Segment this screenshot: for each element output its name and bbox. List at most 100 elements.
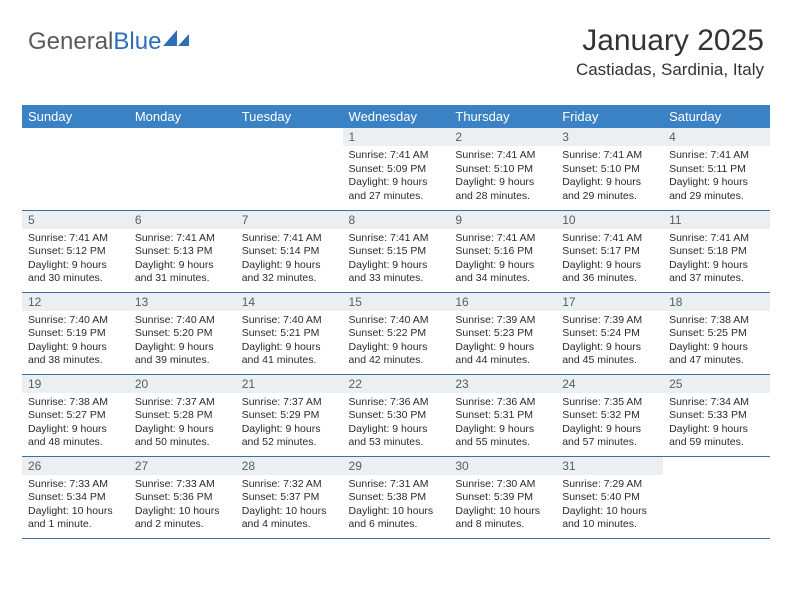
- calendar-day: 19Sunrise: 7:38 AMSunset: 5:27 PMDayligh…: [22, 374, 129, 456]
- day-details: Sunrise: 7:41 AMSunset: 5:10 PMDaylight:…: [449, 146, 556, 208]
- calendar-day: 26Sunrise: 7:33 AMSunset: 5:34 PMDayligh…: [22, 456, 129, 538]
- day-details: Sunrise: 7:33 AMSunset: 5:34 PMDaylight:…: [22, 475, 129, 537]
- calendar-day: 14Sunrise: 7:40 AMSunset: 5:21 PMDayligh…: [236, 292, 343, 374]
- weekday-header: Monday: [129, 105, 236, 128]
- calendar-day: 1Sunrise: 7:41 AMSunset: 5:09 PMDaylight…: [343, 128, 450, 210]
- weekday-header: Saturday: [663, 105, 770, 128]
- day-number: 31: [556, 457, 663, 475]
- day-number: 17: [556, 293, 663, 311]
- day-details: Sunrise: 7:38 AMSunset: 5:27 PMDaylight:…: [22, 393, 129, 455]
- calendar-row: 26Sunrise: 7:33 AMSunset: 5:34 PMDayligh…: [22, 456, 770, 538]
- day-number: 29: [343, 457, 450, 475]
- day-details: Sunrise: 7:39 AMSunset: 5:23 PMDaylight:…: [449, 311, 556, 373]
- calendar-day: 18Sunrise: 7:38 AMSunset: 5:25 PMDayligh…: [663, 292, 770, 374]
- calendar-body: ......1Sunrise: 7:41 AMSunset: 5:09 PMDa…: [22, 128, 770, 538]
- day-number: 19: [22, 375, 129, 393]
- calendar-day: 23Sunrise: 7:36 AMSunset: 5:31 PMDayligh…: [449, 374, 556, 456]
- day-number: 22: [343, 375, 450, 393]
- day-details: Sunrise: 7:34 AMSunset: 5:33 PMDaylight:…: [663, 393, 770, 455]
- day-number: 23: [449, 375, 556, 393]
- calendar-day: 5Sunrise: 7:41 AMSunset: 5:12 PMDaylight…: [22, 210, 129, 292]
- calendar-day: 21Sunrise: 7:37 AMSunset: 5:29 PMDayligh…: [236, 374, 343, 456]
- calendar-day: 10Sunrise: 7:41 AMSunset: 5:17 PMDayligh…: [556, 210, 663, 292]
- day-number: 28: [236, 457, 343, 475]
- day-details: Sunrise: 7:40 AMSunset: 5:21 PMDaylight:…: [236, 311, 343, 373]
- day-number: 20: [129, 375, 236, 393]
- calendar-day: 8Sunrise: 7:41 AMSunset: 5:15 PMDaylight…: [343, 210, 450, 292]
- day-number: 6: [129, 211, 236, 229]
- day-number: 10: [556, 211, 663, 229]
- calendar-day: 7Sunrise: 7:41 AMSunset: 5:14 PMDaylight…: [236, 210, 343, 292]
- calendar-day-empty: ..: [22, 128, 129, 210]
- weekday-header: Sunday: [22, 105, 129, 128]
- day-details: Sunrise: 7:41 AMSunset: 5:16 PMDaylight:…: [449, 229, 556, 291]
- brand-part1: General: [28, 28, 113, 56]
- day-details: Sunrise: 7:40 AMSunset: 5:19 PMDaylight:…: [22, 311, 129, 373]
- day-details: Sunrise: 7:41 AMSunset: 5:17 PMDaylight:…: [556, 229, 663, 291]
- calendar-row: 19Sunrise: 7:38 AMSunset: 5:27 PMDayligh…: [22, 374, 770, 456]
- calendar-day: 16Sunrise: 7:39 AMSunset: 5:23 PMDayligh…: [449, 292, 556, 374]
- day-details: Sunrise: 7:41 AMSunset: 5:14 PMDaylight:…: [236, 229, 343, 291]
- day-details: Sunrise: 7:38 AMSunset: 5:25 PMDaylight:…: [663, 311, 770, 373]
- day-number: 4: [663, 128, 770, 146]
- calendar-day-empty: ..: [663, 456, 770, 538]
- calendar-day: 4Sunrise: 7:41 AMSunset: 5:11 PMDaylight…: [663, 128, 770, 210]
- day-details: Sunrise: 7:33 AMSunset: 5:36 PMDaylight:…: [129, 475, 236, 537]
- calendar-day: 9Sunrise: 7:41 AMSunset: 5:16 PMDaylight…: [449, 210, 556, 292]
- calendar-day: 11Sunrise: 7:41 AMSunset: 5:18 PMDayligh…: [663, 210, 770, 292]
- day-details: Sunrise: 7:37 AMSunset: 5:28 PMDaylight:…: [129, 393, 236, 455]
- calendar-day-empty: ..: [129, 128, 236, 210]
- day-number: 21: [236, 375, 343, 393]
- calendar-day: 24Sunrise: 7:35 AMSunset: 5:32 PMDayligh…: [556, 374, 663, 456]
- calendar-row: ......1Sunrise: 7:41 AMSunset: 5:09 PMDa…: [22, 128, 770, 210]
- day-number: 15: [343, 293, 450, 311]
- day-number: 16: [449, 293, 556, 311]
- day-number: 27: [129, 457, 236, 475]
- weekday-header: Tuesday: [236, 105, 343, 128]
- day-number: 30: [449, 457, 556, 475]
- month-title: January 2025: [576, 24, 764, 58]
- header-right: January 2025 Castiadas, Sardinia, Italy: [576, 24, 764, 80]
- day-number: 5: [22, 211, 129, 229]
- calendar-day: 12Sunrise: 7:40 AMSunset: 5:19 PMDayligh…: [22, 292, 129, 374]
- calendar-day: 25Sunrise: 7:34 AMSunset: 5:33 PMDayligh…: [663, 374, 770, 456]
- day-number: 2: [449, 128, 556, 146]
- calendar-day: 15Sunrise: 7:40 AMSunset: 5:22 PMDayligh…: [343, 292, 450, 374]
- day-details: Sunrise: 7:36 AMSunset: 5:30 PMDaylight:…: [343, 393, 450, 455]
- weekday-header: Friday: [556, 105, 663, 128]
- weekday-header: Thursday: [449, 105, 556, 128]
- day-number: 11: [663, 211, 770, 229]
- day-number: 25: [663, 375, 770, 393]
- day-details: Sunrise: 7:31 AMSunset: 5:38 PMDaylight:…: [343, 475, 450, 537]
- day-details: Sunrise: 7:41 AMSunset: 5:09 PMDaylight:…: [343, 146, 450, 208]
- calendar-day: 2Sunrise: 7:41 AMSunset: 5:10 PMDaylight…: [449, 128, 556, 210]
- day-number: 13: [129, 293, 236, 311]
- day-number: 26: [22, 457, 129, 475]
- day-details: Sunrise: 7:36 AMSunset: 5:31 PMDaylight:…: [449, 393, 556, 455]
- calendar-day: 27Sunrise: 7:33 AMSunset: 5:36 PMDayligh…: [129, 456, 236, 538]
- day-details: Sunrise: 7:41 AMSunset: 5:13 PMDaylight:…: [129, 229, 236, 291]
- day-number: 18: [663, 293, 770, 311]
- calendar-row: 5Sunrise: 7:41 AMSunset: 5:12 PMDaylight…: [22, 210, 770, 292]
- calendar-day: 6Sunrise: 7:41 AMSunset: 5:13 PMDaylight…: [129, 210, 236, 292]
- day-details: Sunrise: 7:41 AMSunset: 5:12 PMDaylight:…: [22, 229, 129, 291]
- calendar-day: 31Sunrise: 7:29 AMSunset: 5:40 PMDayligh…: [556, 456, 663, 538]
- calendar-day: 20Sunrise: 7:37 AMSunset: 5:28 PMDayligh…: [129, 374, 236, 456]
- day-number: 3: [556, 128, 663, 146]
- day-details: Sunrise: 7:30 AMSunset: 5:39 PMDaylight:…: [449, 475, 556, 537]
- day-number: 8: [343, 211, 450, 229]
- weekday-header-row: SundayMondayTuesdayWednesdayThursdayFrid…: [22, 105, 770, 128]
- calendar-day-empty: ..: [236, 128, 343, 210]
- day-number: 9: [449, 211, 556, 229]
- day-number: 7: [236, 211, 343, 229]
- calendar-day: 13Sunrise: 7:40 AMSunset: 5:20 PMDayligh…: [129, 292, 236, 374]
- calendar-day: 22Sunrise: 7:36 AMSunset: 5:30 PMDayligh…: [343, 374, 450, 456]
- sun-calendar: SundayMondayTuesdayWednesdayThursdayFrid…: [22, 105, 770, 539]
- day-details: Sunrise: 7:29 AMSunset: 5:40 PMDaylight:…: [556, 475, 663, 537]
- day-details: Sunrise: 7:35 AMSunset: 5:32 PMDaylight:…: [556, 393, 663, 455]
- logo-sail-icon: [163, 28, 191, 48]
- day-details: Sunrise: 7:41 AMSunset: 5:18 PMDaylight:…: [663, 229, 770, 291]
- day-number: 24: [556, 375, 663, 393]
- brand-logo: GeneralBlue: [28, 28, 191, 56]
- day-details: Sunrise: 7:39 AMSunset: 5:24 PMDaylight:…: [556, 311, 663, 373]
